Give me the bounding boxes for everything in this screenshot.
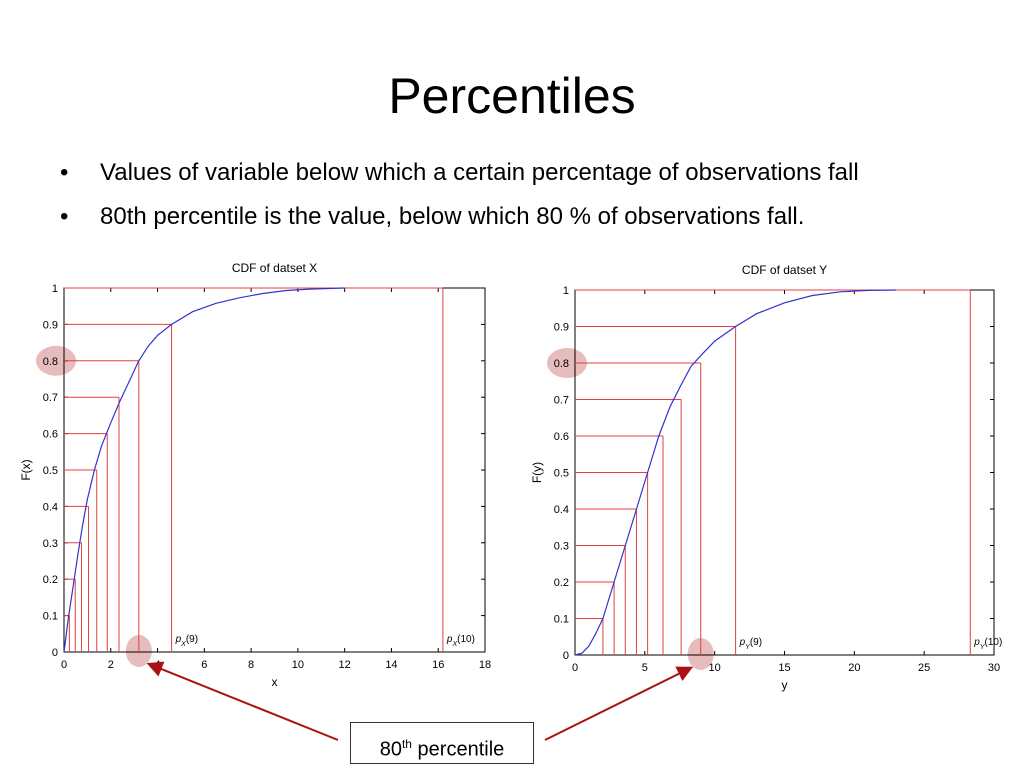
cdf-curve [574,289,897,656]
y-tick-label: 0 [563,650,569,662]
y-tick-label: 0.3 [554,541,569,553]
y-tick-label: 0.6 [43,429,58,441]
y-tick-label: 0.5 [43,465,58,477]
y-axis-label: F(x) [19,459,33,480]
chart-title: CDF of datset X [232,261,317,275]
x-tick-label: 5 [642,662,648,674]
y-tick-label: 0.9 [43,319,58,331]
x-tick-label: 18 [479,659,491,671]
y-tick-label: 0.7 [43,392,58,404]
y-tick-label: 0 [52,647,58,659]
percentile-annotation: pY(10) [973,637,1002,651]
y-tick-label: 0.7 [554,395,569,407]
y-tick-label: 0.3 [43,538,58,550]
highlight-marker [547,348,587,378]
callout-box: 80th percentile [350,722,534,764]
y-tick-label: 0.2 [43,574,58,586]
slide-title: Percentiles [388,68,636,124]
callout-suffix: th [401,737,412,751]
x-tick-label: 25 [918,662,930,674]
y-tick-label: 0.6 [554,431,569,443]
plot-frame [63,287,486,653]
y-tick-label: 0.8 [43,356,58,368]
callout-label: percentile [411,738,505,761]
percentile-annotation: pX(10) [446,634,475,648]
callout-number: 80 [379,738,402,761]
x-tick-label: 0 [572,662,578,674]
chart-title: CDF of datset Y [742,263,827,277]
bullet-item: • 80th percentile is the value, below whi… [60,202,859,246]
y-tick-label: 1 [563,285,569,297]
bullet-item: • Values of variable below which a certai… [60,158,859,202]
y-tick-label: 0.2 [554,577,569,589]
x-tick-label: 30 [988,662,1000,674]
x-tick-label: 10 [292,659,304,671]
x-tick-label: 14 [385,659,397,671]
y-tick-label: 0.1 [43,611,58,623]
highlight-marker [36,345,76,376]
x-tick-label: 2 [108,659,114,671]
y-tick-label: 0.9 [554,322,569,334]
y-tick-label: 0.4 [554,504,569,516]
x-tick-label: 8 [248,659,254,671]
callout-arrow [544,666,694,741]
x-tick-label: 10 [709,662,721,674]
callout-arrows [146,661,694,741]
y-tick-label: 0.1 [554,614,569,626]
cdf-chart-x: 00.10.20.30.40.50.60.70.80.910 2 4 6 8 10 12 14… [19,261,491,689]
cdf-chart-y: 00.10.20.30.40.50.60.70.80.910 5 10 15 20 25 3… [530,263,1002,692]
x-axis-label: x [272,675,278,689]
cdf-curve [63,287,345,653]
bullet-dot: • [60,159,69,186]
bullet-text: Values of variable below which a certain… [100,159,859,186]
y-axis-label: F(y) [530,462,544,483]
x-tick-label: 12 [339,659,351,671]
y-tick-label: 1 [52,283,58,295]
bullet-list: • Values of variable below which a certai… [60,158,859,246]
x-tick-label: 6 [201,659,207,671]
x-axis-label: y [782,678,788,692]
x-tick-label: 20 [848,662,860,674]
y-tick-label: 0.5 [554,468,569,480]
callout-arrow [146,661,339,741]
x-tick-label: 0 [61,659,67,671]
y-tick-label: 0.4 [43,501,58,513]
bullet-text: 80th percentile is the value, below whic… [100,203,805,230]
percentile-annotation: pX(9) [175,634,198,648]
x-tick-label: 15 [778,662,790,674]
y-tick-label: 0.8 [554,358,569,370]
x-tick-label: 16 [432,659,444,671]
percentile-annotation: pY(9) [739,637,762,651]
bullet-dot: • [60,203,69,230]
